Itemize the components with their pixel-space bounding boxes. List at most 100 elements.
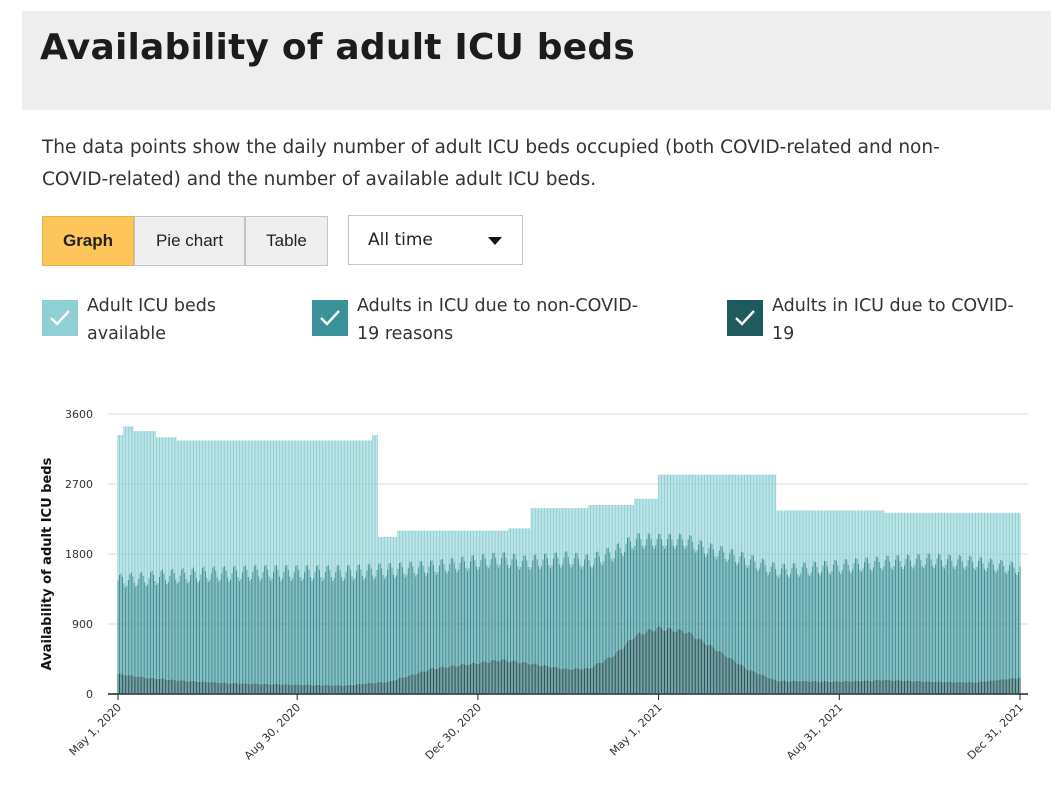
bar-available [570, 508, 572, 568]
bar-available [850, 510, 852, 573]
bar-available [866, 510, 868, 558]
bar-covid [846, 680, 848, 694]
bar-available [855, 510, 857, 559]
bar-covid [914, 681, 916, 694]
bar-non-covid [579, 565, 581, 670]
bar-non-covid [521, 560, 523, 663]
legend-checkbox-covid[interactable] [727, 300, 763, 336]
legend-checkbox-non-covid[interactable] [312, 300, 348, 336]
pie-chart-view-button[interactable]: Pie chart [134, 216, 245, 266]
legend-checkbox-beds-available[interactable] [42, 300, 78, 336]
bar-covid [369, 682, 371, 694]
bar-non-covid [382, 574, 384, 683]
bar-covid [382, 682, 384, 694]
bar-available [264, 440, 266, 566]
legend-item-beds-available[interactable]: Adult ICU beds available [42, 292, 247, 348]
bar-available [812, 510, 814, 567]
bar-available [400, 530, 402, 563]
bar-available [117, 435, 119, 581]
bar-available [555, 508, 557, 553]
bar-available [435, 530, 437, 575]
bar-covid [671, 629, 673, 694]
bar-covid [120, 673, 122, 694]
bar-non-covid [582, 565, 584, 670]
bar-non-covid [674, 548, 676, 633]
chevron-down-icon [488, 237, 502, 245]
bar-available [635, 498, 637, 539]
bar-non-covid [819, 575, 821, 682]
bar-covid [898, 680, 900, 694]
legend-item-covid[interactable]: Adults in ICU due to COVID-19 [727, 292, 1022, 348]
bar-covid [130, 674, 132, 694]
bar-covid [468, 664, 470, 694]
bar-non-covid [501, 557, 503, 660]
bar-non-covid [936, 558, 938, 682]
bar-covid [772, 678, 774, 694]
bar-covid [438, 667, 440, 694]
bar-available [508, 528, 510, 569]
bar-available [669, 474, 671, 534]
bar-non-covid [358, 564, 360, 684]
bar-non-covid [512, 553, 514, 661]
bar-covid [517, 662, 519, 694]
bar-available [755, 474, 757, 569]
bar-non-covid [495, 557, 497, 661]
bar-non-covid [949, 555, 951, 682]
time-range-value: All time [368, 230, 433, 250]
bar-available [347, 440, 349, 566]
bar-covid [561, 668, 563, 694]
bar-non-covid [612, 561, 614, 658]
bar-covid [869, 680, 871, 694]
bar-covid [693, 637, 695, 694]
bar-non-covid [524, 555, 526, 662]
bar-available [1003, 512, 1005, 566]
bar-covid [222, 682, 224, 694]
bar-non-covid [278, 576, 280, 685]
bar-covid [548, 666, 550, 694]
bar-non-covid [267, 569, 269, 684]
bar-available [800, 510, 802, 574]
bar-non-covid [455, 568, 457, 667]
bar-non-covid [419, 561, 421, 672]
bar-available [261, 440, 263, 579]
bar-available [378, 536, 380, 564]
bar-available [268, 440, 270, 577]
bar-covid [441, 666, 443, 694]
bar-non-covid [868, 562, 870, 681]
bar-non-covid [1006, 573, 1008, 680]
bar-covid [372, 683, 374, 694]
time-range-select[interactable]: All time [348, 215, 523, 265]
bar-non-covid [786, 574, 788, 682]
bar-covid [395, 679, 397, 694]
bar-available [354, 440, 356, 578]
bar-covid [403, 677, 405, 694]
bar-available [351, 440, 353, 577]
bar-available [357, 440, 359, 566]
bar-non-covid [783, 563, 786, 681]
bar-available [135, 431, 137, 587]
bar-non-covid [581, 568, 583, 670]
bar-available [875, 510, 877, 557]
bar-covid [240, 683, 242, 694]
bar-available [252, 440, 254, 573]
bar-covid [626, 641, 629, 694]
graph-view-button[interactable]: Graph [42, 216, 134, 266]
bar-non-covid [683, 545, 685, 633]
bar-available [1000, 512, 1002, 560]
bar-non-covid [317, 564, 319, 685]
bar-non-covid [604, 554, 606, 660]
bar-available [935, 512, 937, 565]
bar-non-covid [385, 576, 387, 683]
bar-covid [635, 634, 637, 694]
bar-covid [813, 680, 815, 694]
bar-available [957, 512, 959, 560]
bar-non-covid [653, 548, 655, 632]
bar-non-covid [898, 555, 900, 681]
bar-available [838, 510, 840, 572]
bar-non-covid [308, 569, 310, 685]
legend-item-non-covid[interactable]: Adults in ICU due to non-COVID-19 reason… [312, 292, 657, 348]
bar-non-covid [332, 580, 334, 686]
bar-covid [1009, 678, 1011, 694]
bar-non-covid [576, 552, 578, 668]
table-view-button[interactable]: Table [245, 216, 328, 266]
